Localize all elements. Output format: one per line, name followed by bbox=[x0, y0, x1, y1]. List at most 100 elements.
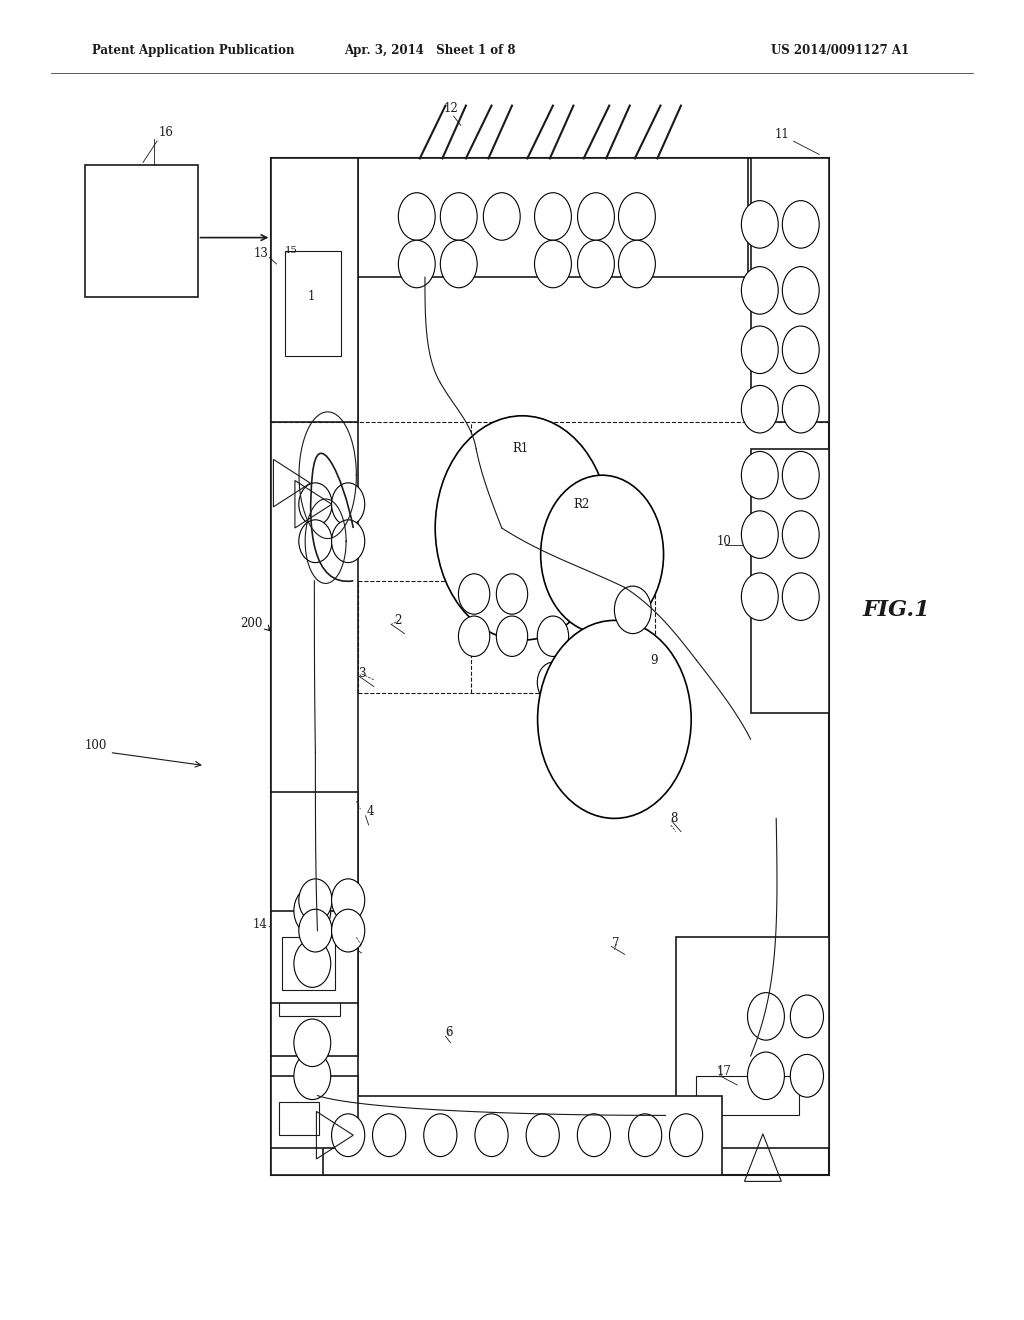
Circle shape bbox=[294, 940, 331, 987]
Circle shape bbox=[741, 201, 778, 248]
Circle shape bbox=[497, 574, 527, 614]
Circle shape bbox=[782, 326, 819, 374]
Text: 11: 11 bbox=[774, 128, 788, 141]
Circle shape bbox=[618, 240, 655, 288]
Circle shape bbox=[578, 1114, 610, 1156]
Circle shape bbox=[629, 1114, 662, 1156]
Bar bbox=[279, 924, 340, 1016]
Circle shape bbox=[541, 475, 664, 634]
Circle shape bbox=[782, 511, 819, 558]
Circle shape bbox=[294, 1019, 331, 1067]
Bar bbox=[279, 1102, 319, 1135]
Text: Patent Application Publication: Patent Application Publication bbox=[92, 44, 295, 57]
Circle shape bbox=[299, 879, 332, 921]
Circle shape bbox=[459, 616, 489, 656]
Circle shape bbox=[440, 193, 477, 240]
Bar bbox=[358, 158, 748, 277]
Circle shape bbox=[741, 267, 778, 314]
Text: 4: 4 bbox=[367, 805, 374, 818]
Circle shape bbox=[741, 451, 778, 499]
Text: US 2014/0091127 A1: US 2014/0091127 A1 bbox=[771, 44, 908, 57]
Circle shape bbox=[299, 483, 332, 525]
Text: 13: 13 bbox=[253, 247, 268, 260]
Circle shape bbox=[440, 240, 477, 288]
Text: 14: 14 bbox=[252, 917, 267, 931]
Circle shape bbox=[299, 909, 332, 952]
Circle shape bbox=[578, 193, 614, 240]
Text: 16: 16 bbox=[159, 125, 174, 139]
Bar bbox=[271, 792, 358, 1056]
Bar bbox=[751, 449, 829, 713]
Circle shape bbox=[483, 193, 520, 240]
Circle shape bbox=[670, 1114, 702, 1156]
Circle shape bbox=[538, 663, 568, 702]
Circle shape bbox=[526, 1114, 559, 1156]
Circle shape bbox=[299, 520, 332, 562]
Circle shape bbox=[741, 326, 778, 374]
Circle shape bbox=[398, 193, 435, 240]
Circle shape bbox=[782, 573, 819, 620]
Circle shape bbox=[614, 586, 651, 634]
Bar bbox=[323, 1096, 722, 1175]
Bar bbox=[271, 911, 358, 1003]
Circle shape bbox=[373, 1114, 406, 1156]
Circle shape bbox=[741, 385, 778, 433]
Text: R2: R2 bbox=[573, 498, 590, 511]
Text: 9: 9 bbox=[650, 653, 657, 667]
Bar bbox=[271, 158, 358, 1175]
Circle shape bbox=[741, 573, 778, 620]
Circle shape bbox=[568, 663, 599, 702]
Circle shape bbox=[538, 620, 691, 818]
Circle shape bbox=[294, 887, 331, 935]
Text: 15: 15 bbox=[285, 247, 298, 255]
Circle shape bbox=[332, 1114, 365, 1156]
Text: 2: 2 bbox=[394, 614, 401, 627]
Text: 12: 12 bbox=[443, 102, 458, 115]
Circle shape bbox=[782, 201, 819, 248]
Circle shape bbox=[748, 993, 784, 1040]
Circle shape bbox=[332, 520, 365, 562]
Circle shape bbox=[791, 995, 823, 1038]
Circle shape bbox=[332, 909, 365, 952]
Circle shape bbox=[535, 193, 571, 240]
Circle shape bbox=[332, 483, 365, 525]
Circle shape bbox=[782, 451, 819, 499]
Bar bbox=[282, 937, 335, 990]
Text: FIG.1: FIG.1 bbox=[862, 599, 930, 620]
Circle shape bbox=[475, 1114, 508, 1156]
Circle shape bbox=[459, 574, 489, 614]
Circle shape bbox=[398, 240, 435, 288]
Text: 8: 8 bbox=[671, 812, 678, 825]
Circle shape bbox=[748, 1052, 784, 1100]
Text: 17: 17 bbox=[717, 1065, 732, 1078]
Circle shape bbox=[782, 267, 819, 314]
Bar bbox=[676, 937, 829, 1148]
Circle shape bbox=[618, 193, 655, 240]
Text: 200: 200 bbox=[241, 616, 263, 630]
Text: 100: 100 bbox=[85, 739, 108, 752]
Circle shape bbox=[435, 416, 609, 640]
Circle shape bbox=[791, 1055, 823, 1097]
Text: 5: 5 bbox=[355, 937, 362, 950]
Text: 7: 7 bbox=[612, 937, 620, 950]
Text: 10: 10 bbox=[717, 535, 732, 548]
Circle shape bbox=[578, 240, 614, 288]
Text: 6: 6 bbox=[445, 1026, 453, 1039]
Bar bbox=[271, 158, 358, 422]
Bar bbox=[285, 251, 341, 356]
Circle shape bbox=[294, 1052, 331, 1100]
Circle shape bbox=[332, 879, 365, 921]
Text: 1: 1 bbox=[307, 290, 314, 304]
Circle shape bbox=[538, 616, 568, 656]
Circle shape bbox=[782, 385, 819, 433]
Bar bbox=[696, 1076, 799, 1115]
Text: Apr. 3, 2014   Sheet 1 of 8: Apr. 3, 2014 Sheet 1 of 8 bbox=[344, 44, 516, 57]
Circle shape bbox=[424, 1114, 457, 1156]
Bar bbox=[85, 165, 198, 297]
Circle shape bbox=[535, 240, 571, 288]
Circle shape bbox=[497, 616, 527, 656]
Bar bbox=[751, 158, 829, 422]
Text: R1: R1 bbox=[512, 442, 528, 455]
Bar bbox=[271, 158, 829, 1175]
Text: 3: 3 bbox=[358, 667, 366, 680]
